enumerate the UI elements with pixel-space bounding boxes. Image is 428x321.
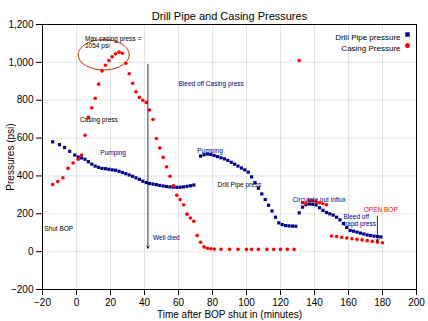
svg-text:−200: −200 [11, 284, 34, 295]
svg-text:Pressures (psi): Pressures (psi) [5, 123, 16, 190]
svg-text:Max casing press =1054 psi: Max casing press =1054 psi [85, 35, 141, 50]
svg-text:400: 400 [17, 170, 34, 181]
svg-text:Casing Pressure: Casing Pressure [341, 44, 401, 53]
svg-text:Drill Pipe pressure: Drill Pipe pressure [335, 33, 401, 42]
svg-text:Pumping: Pumping [197, 147, 223, 155]
svg-text:Casing press: Casing press [80, 116, 119, 124]
svg-text:100: 100 [238, 297, 255, 308]
svg-text:180: 180 [374, 297, 391, 308]
svg-text:200: 200 [408, 297, 425, 308]
svg-text:0: 0 [28, 246, 34, 257]
svg-text:200: 200 [17, 208, 34, 219]
svg-text:Well died: Well died [153, 234, 180, 241]
svg-text:600: 600 [17, 132, 34, 143]
svg-text:OPEN BOP: OPEN BOP [364, 206, 398, 213]
svg-text:800: 800 [17, 94, 34, 105]
svg-text:−20: −20 [34, 297, 51, 308]
svg-text:Drill Pipe press: Drill Pipe press [218, 181, 262, 189]
svg-text:Time after BOP shut in (minute: Time after BOP shut in (minutes) [157, 309, 302, 320]
svg-text:Drill Pipe and Casing Pressure: Drill Pipe and Casing Pressures [152, 10, 308, 22]
svg-text:60: 60 [173, 297, 185, 308]
svg-text:Bleed offtrapd press: Bleed offtrapd press [343, 213, 376, 228]
svg-text:0: 0 [74, 297, 80, 308]
svg-text:Circulate out influx: Circulate out influx [292, 196, 346, 203]
svg-text:120: 120 [272, 297, 289, 308]
svg-text:80: 80 [207, 297, 219, 308]
svg-text:Bleed off Casing press: Bleed off Casing press [179, 80, 245, 88]
svg-text:Pumping: Pumping [100, 149, 126, 157]
svg-text:40: 40 [139, 297, 151, 308]
svg-text:20: 20 [105, 297, 117, 308]
svg-text:1,000: 1,000 [8, 57, 33, 68]
svg-text:Shut BOP: Shut BOP [44, 225, 73, 232]
svg-text:1,200: 1,200 [8, 19, 33, 30]
svg-text:140: 140 [306, 297, 323, 308]
svg-text:160: 160 [340, 297, 357, 308]
